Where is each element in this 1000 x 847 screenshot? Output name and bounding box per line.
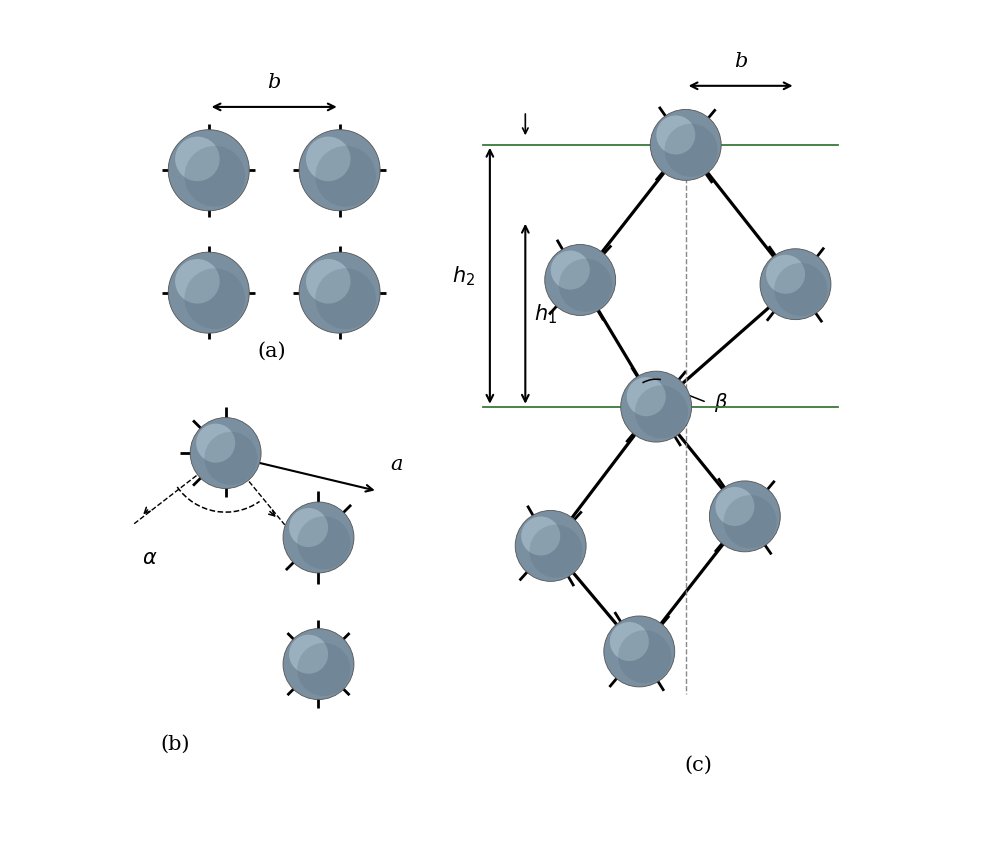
Circle shape (168, 130, 249, 211)
Text: a: a (390, 455, 403, 474)
Circle shape (529, 524, 583, 578)
Text: (a): (a) (258, 342, 286, 361)
Circle shape (618, 630, 671, 684)
Circle shape (774, 263, 827, 316)
Circle shape (621, 371, 692, 442)
Circle shape (551, 251, 590, 290)
Circle shape (306, 259, 351, 303)
Circle shape (515, 511, 586, 581)
Circle shape (715, 487, 754, 526)
Circle shape (709, 481, 780, 552)
Circle shape (168, 252, 249, 333)
Text: (c): (c) (684, 756, 712, 775)
Text: (b): (b) (160, 735, 190, 754)
Circle shape (289, 508, 328, 547)
Circle shape (650, 109, 721, 180)
Circle shape (315, 146, 376, 207)
Circle shape (559, 258, 612, 312)
Circle shape (190, 418, 261, 489)
Circle shape (283, 628, 354, 700)
Circle shape (204, 432, 258, 485)
Circle shape (610, 622, 649, 661)
Circle shape (289, 634, 328, 673)
Text: $\alpha$: $\alpha$ (142, 549, 157, 568)
Circle shape (175, 259, 220, 303)
Text: $\beta$: $\beta$ (714, 391, 727, 414)
Circle shape (521, 517, 560, 556)
Circle shape (283, 502, 354, 573)
Text: b: b (267, 73, 281, 91)
Text: b: b (734, 52, 747, 70)
Circle shape (656, 115, 695, 154)
Circle shape (297, 516, 350, 569)
Circle shape (297, 643, 350, 696)
Circle shape (196, 424, 235, 462)
Circle shape (627, 377, 666, 416)
Circle shape (766, 255, 805, 294)
Text: $h_2$: $h_2$ (452, 264, 475, 288)
Circle shape (184, 268, 245, 329)
Circle shape (635, 385, 688, 439)
Circle shape (724, 495, 777, 548)
Text: $h_1$: $h_1$ (534, 302, 557, 325)
Circle shape (299, 130, 380, 211)
Circle shape (315, 268, 376, 329)
Circle shape (760, 249, 831, 319)
Circle shape (299, 252, 380, 333)
Circle shape (604, 616, 675, 687)
Circle shape (306, 136, 351, 181)
Circle shape (175, 136, 220, 181)
Circle shape (664, 124, 718, 177)
Circle shape (545, 245, 616, 315)
Circle shape (184, 146, 245, 207)
